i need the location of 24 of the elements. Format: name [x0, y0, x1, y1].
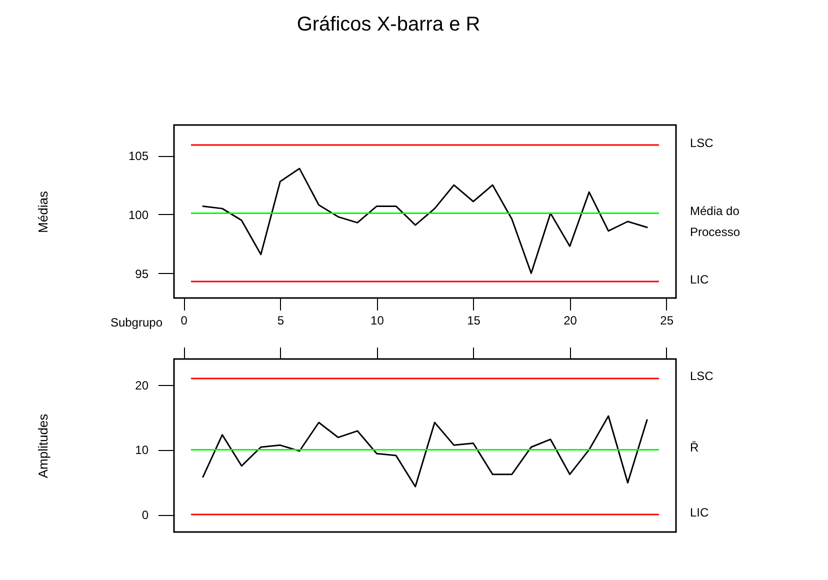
ref-line-label: R̄	[690, 440, 699, 455]
ref-line-label: LIC	[690, 505, 710, 520]
y-axis-title: Médias	[36, 190, 50, 233]
y-tick-label: 105	[128, 149, 149, 164]
y-tick-label: 10	[135, 443, 149, 458]
line-series	[202, 415, 648, 488]
ref-line-label: LIC	[690, 272, 710, 286]
y-tick-label: 0	[142, 508, 149, 522]
ref-line-label: LSC	[690, 369, 714, 384]
ref-line-label: Média do Processo	[690, 204, 740, 240]
y-axis-title: Amplitudes	[36, 413, 50, 478]
line-series	[202, 168, 648, 274]
y-tick-label: 100	[128, 208, 149, 222]
x-tick-label: 10	[370, 314, 384, 328]
ref-line-label: LSC	[690, 136, 714, 150]
y-tick-label: 95	[135, 266, 149, 281]
x-tick-label: 15	[467, 314, 481, 328]
x-tick-label: 5	[277, 314, 284, 328]
chart-title: Gráficos X-barra e R	[296, 13, 480, 36]
y-tick-label: 20	[135, 378, 149, 392]
x-tick-label: 0	[180, 314, 188, 328]
x-tick-label: 20	[564, 314, 578, 328]
x-tick-label: 25	[660, 314, 674, 328]
x-axis-title: Subgrupo	[110, 316, 163, 330]
